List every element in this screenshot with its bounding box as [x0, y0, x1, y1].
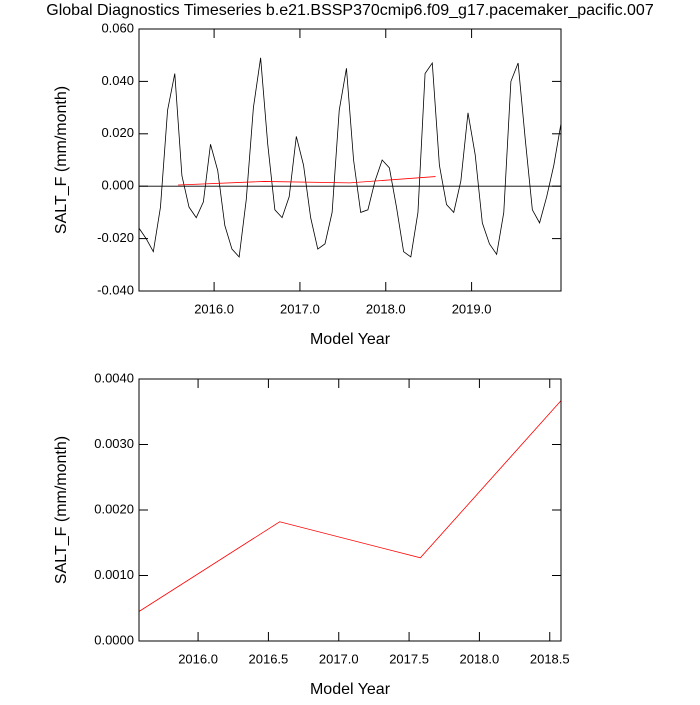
x-tick-label: 2018.0: [366, 301, 406, 316]
x-tick-label: 2016.5: [249, 651, 289, 666]
figure-title: Global Diagnostics Timeseries b.e21.BSSP…: [46, 2, 654, 19]
y-axis-label: SALT_F (mm/month): [53, 86, 70, 234]
series-line: [138, 400, 562, 612]
x-tick-label: 2018.0: [460, 651, 500, 666]
y-tick-label: 0.0030: [94, 436, 134, 451]
x-tick-label: 2018.5: [530, 651, 570, 666]
y-tick-label: 0.0000: [94, 632, 134, 647]
y-axis-label: SALT_F (mm/month): [53, 436, 70, 584]
y-tick-label: -0.040: [97, 282, 134, 297]
y-tick-label: 0.000: [101, 178, 134, 193]
plot-frame: [138, 378, 562, 642]
y-tick-label: 0.0040: [94, 370, 134, 385]
x-tick-label: 2017.0: [319, 651, 359, 666]
x-tick-label: 2017.5: [389, 651, 429, 666]
x-tick-label: 2019.0: [452, 301, 492, 316]
y-tick-label: -0.020: [97, 230, 134, 245]
y-tick-label: 0.0020: [94, 501, 134, 516]
y-tick-label: 0.0010: [94, 567, 134, 582]
plot-frame: [138, 28, 562, 292]
x-axis-label: Model Year: [310, 331, 391, 348]
x-tick-label: 2017.0: [280, 301, 320, 316]
x-axis-label: Model Year: [310, 681, 391, 698]
y-tick-label: 0.040: [101, 73, 134, 88]
y-tick-label: 0.060: [101, 20, 134, 35]
y-tick-label: 0.020: [101, 125, 134, 140]
series-line: [138, 57, 562, 258]
x-tick-label: 2016.0: [178, 651, 218, 666]
series-line: [178, 176, 436, 186]
x-tick-label: 2016.0: [194, 301, 234, 316]
